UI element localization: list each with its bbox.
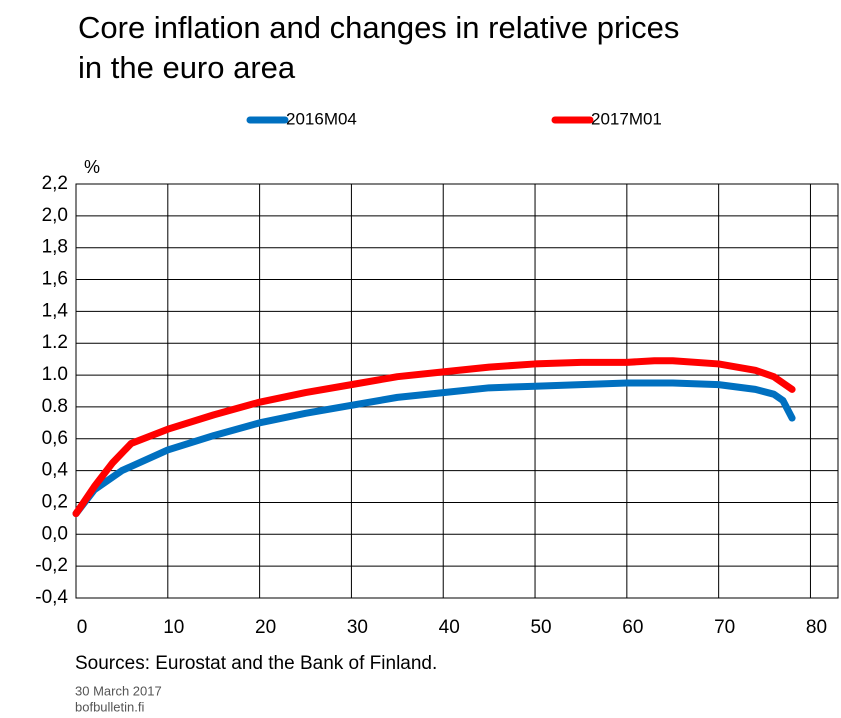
x-tick-label: 80	[806, 617, 827, 638]
date: 30 March 2017	[75, 683, 162, 698]
x-tick-label: 10	[163, 617, 184, 638]
y-tick-label: -0,4	[35, 587, 68, 608]
y-unit: %	[84, 157, 100, 177]
x-tick-label: 20	[255, 617, 276, 638]
chart-title: Core inflation and changes in relative p…	[78, 10, 679, 45]
y-tick-label: 1,8	[42, 237, 68, 258]
y-tick-label: 0.8	[42, 396, 68, 417]
site: bofbulletin.fi	[75, 699, 144, 714]
y-tick-label: 0,6	[42, 428, 68, 449]
legend-label: 2016M04	[286, 109, 357, 128]
y-tick-label: 0,4	[42, 460, 69, 481]
y-tick-label: -0,2	[35, 555, 68, 576]
y-tick-label: 1,4	[42, 300, 69, 321]
y-tick-label: 0,0	[42, 523, 68, 544]
series-line	[72, 357, 796, 518]
y-tick-label: 0,2	[42, 491, 68, 512]
x-tick-label: 60	[622, 617, 643, 638]
x-tick-label: 0	[77, 617, 88, 638]
x-tick-label: 50	[530, 617, 551, 638]
y-tick-label: 1.2	[42, 332, 68, 353]
x-tick-label: 70	[714, 617, 735, 638]
y-tick-label: 2,0	[42, 205, 68, 226]
legend-label: 2017M01	[591, 109, 662, 128]
series-line	[72, 379, 796, 518]
chart-title: in the euro area	[78, 50, 296, 85]
x-tick-label: 40	[439, 617, 460, 638]
y-tick-label: 2,2	[42, 173, 68, 194]
y-tick-label: 1.0	[42, 364, 68, 385]
source: Sources: Eurostat and the Bank of Finlan…	[75, 653, 437, 674]
y-tick-label: 1,6	[42, 269, 68, 290]
x-tick-label: 30	[347, 617, 368, 638]
